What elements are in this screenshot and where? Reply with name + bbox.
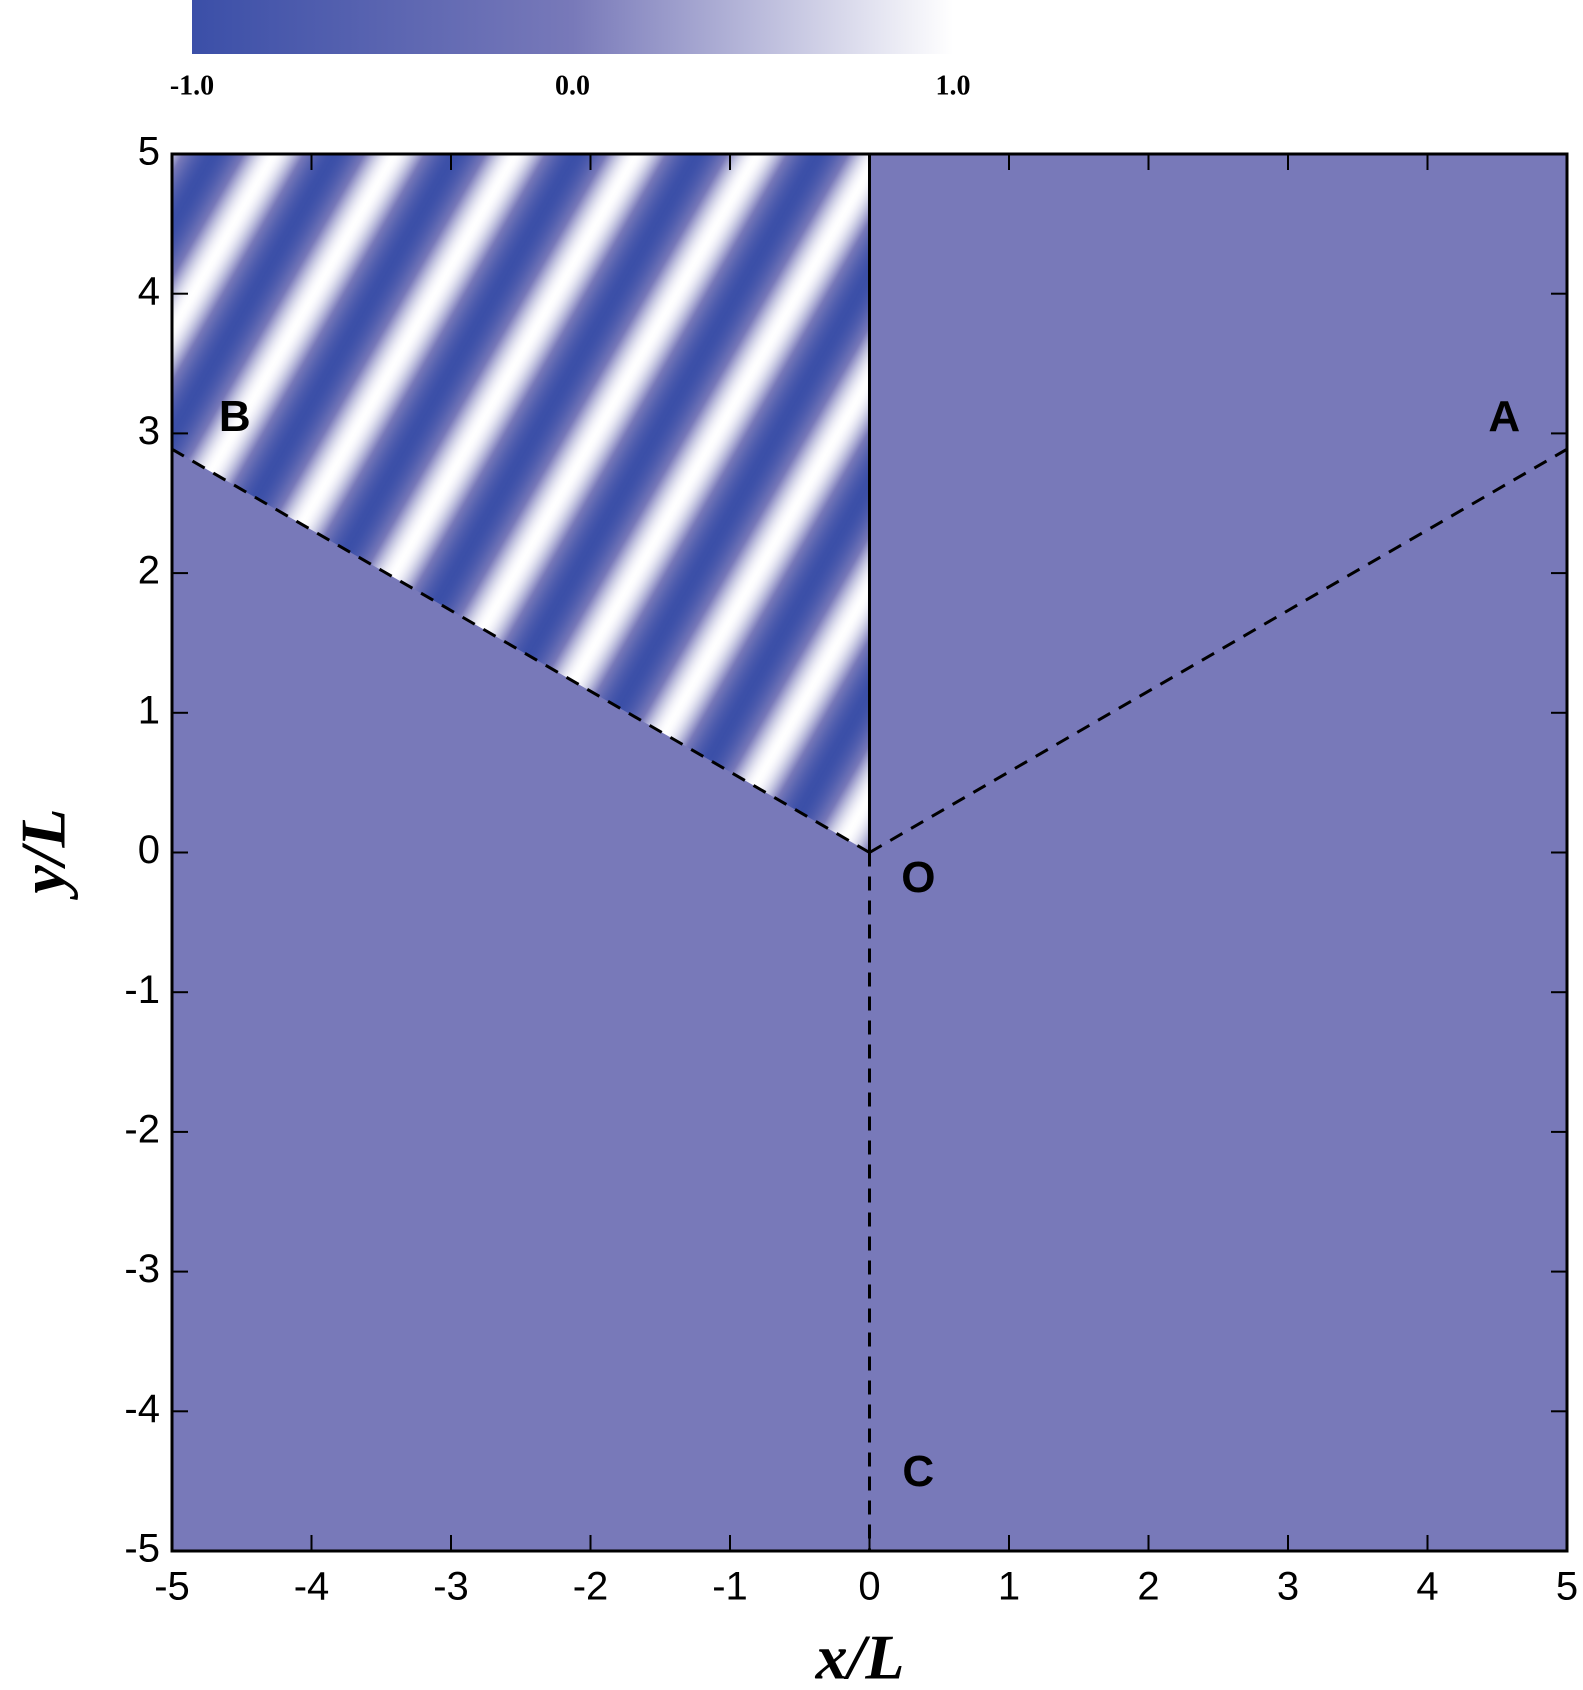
y-tick-label: -3: [124, 1247, 160, 1291]
x-tick-label: -4: [294, 1565, 330, 1609]
x-axis-label: x/L: [815, 1622, 905, 1690]
y-tick-label: 4: [138, 269, 160, 313]
x-tick-label: 0: [858, 1565, 880, 1609]
annotation: B: [219, 392, 251, 441]
y-tick-label: -5: [124, 1527, 160, 1571]
y-tick-label: 3: [138, 409, 160, 453]
x-tick-label: 4: [1416, 1565, 1438, 1609]
colorbar-tick-label: 1.0: [936, 70, 971, 101]
x-tick-label: -2: [573, 1565, 609, 1609]
y-tick-label: 1: [138, 688, 160, 732]
y-tick-label: 2: [138, 549, 160, 593]
y-tick-label: 0: [138, 828, 160, 872]
y-tick-label: -1: [124, 968, 160, 1012]
x-tick-label: -1: [712, 1565, 748, 1609]
x-tick-label: -5: [154, 1565, 190, 1609]
y-tick-label: 5: [138, 130, 160, 174]
x-tick-label: 3: [1277, 1565, 1299, 1609]
annotation: C: [902, 1447, 934, 1496]
x-tick-label: 5: [1556, 1565, 1578, 1609]
annotation: O: [901, 853, 935, 902]
x-tick-label: 1: [998, 1565, 1020, 1609]
annotation: A: [1488, 392, 1520, 441]
x-tick-label: -3: [433, 1565, 469, 1609]
y-tick-label: -2: [124, 1107, 160, 1151]
colorbar-tick-label: 0.0: [555, 70, 590, 101]
colorbar-tick-label: -1.0: [170, 70, 214, 101]
y-tick-label: -4: [124, 1387, 160, 1431]
colorbar: [192, 0, 953, 54]
y-axis-label: y/L: [8, 808, 79, 900]
x-tick-label: 2: [1137, 1565, 1159, 1609]
